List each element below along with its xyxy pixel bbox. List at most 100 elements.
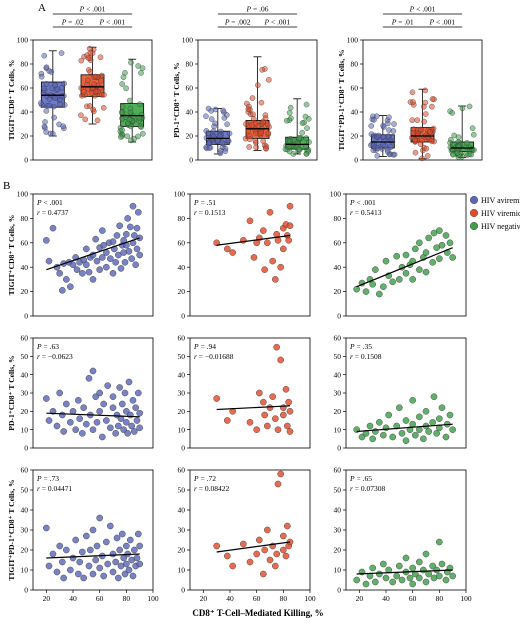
data-point bbox=[126, 97, 133, 104]
data-point bbox=[107, 255, 114, 262]
data-point bbox=[115, 422, 122, 430]
data-point bbox=[92, 556, 99, 564]
data-point bbox=[203, 128, 210, 134]
p-value-label: P < .001 bbox=[36, 198, 63, 207]
data-point bbox=[69, 554, 77, 562]
data-point bbox=[253, 144, 259, 151]
data-point bbox=[213, 542, 220, 550]
data-point bbox=[131, 232, 138, 239]
data-point bbox=[274, 426, 282, 433]
data-point bbox=[424, 134, 431, 140]
y-tick-label: 60 bbox=[186, 84, 194, 93]
data-point bbox=[118, 109, 125, 116]
significance-label: P < .001 bbox=[409, 5, 436, 14]
y-tick-label: 80 bbox=[21, 214, 29, 223]
data-point bbox=[61, 80, 67, 87]
data-point bbox=[117, 265, 125, 272]
data-point bbox=[421, 103, 427, 110]
boxplot-chart-1: 0 20 40 60 80 100 TIGIT⁺CD8⁺ T Cells, % P < .00… bbox=[7, 5, 153, 165]
data-point bbox=[89, 426, 97, 433]
data-point bbox=[402, 417, 410, 424]
y-tick-label: 80 bbox=[178, 214, 186, 223]
data-point bbox=[280, 546, 287, 554]
y-tick-label: 0 bbox=[337, 586, 341, 595]
y-tick-label: 10 bbox=[21, 566, 29, 575]
x-axis-label-b: CD8⁺ T-Cell–Mediated Killing, % bbox=[192, 608, 323, 618]
data-point bbox=[442, 433, 450, 441]
y-tick-label: 20 bbox=[351, 132, 359, 141]
data-point bbox=[393, 572, 400, 580]
data-point bbox=[353, 576, 360, 584]
data-point bbox=[45, 417, 53, 424]
data-point bbox=[109, 404, 117, 411]
data-point bbox=[438, 241, 446, 249]
data-point bbox=[262, 145, 269, 151]
data-point bbox=[389, 278, 396, 286]
data-point bbox=[79, 548, 86, 556]
data-point bbox=[85, 268, 93, 276]
significance-label: P = .02 bbox=[61, 18, 84, 27]
data-point bbox=[128, 255, 135, 262]
y-tick-label: 0 bbox=[181, 444, 185, 453]
data-point bbox=[119, 103, 126, 110]
data-point bbox=[49, 224, 57, 232]
p-value-label: P = .65 bbox=[349, 474, 372, 483]
data-point bbox=[136, 101, 143, 107]
data-point bbox=[51, 114, 57, 121]
data-point bbox=[43, 64, 50, 71]
data-point bbox=[412, 136, 418, 143]
y-tick-label: 60 bbox=[334, 334, 342, 343]
data-point bbox=[89, 367, 97, 375]
data-point bbox=[410, 99, 416, 105]
data-point bbox=[109, 269, 117, 277]
data-point bbox=[92, 73, 99, 80]
data-point bbox=[136, 542, 143, 550]
data-point bbox=[429, 103, 435, 110]
data-point bbox=[466, 103, 473, 110]
data-point bbox=[96, 389, 103, 397]
fit-line bbox=[216, 541, 291, 553]
data-point bbox=[282, 552, 290, 560]
data-point bbox=[396, 276, 403, 283]
y-tick-label: 10 bbox=[21, 425, 29, 434]
data-point bbox=[127, 105, 134, 112]
data-point bbox=[207, 144, 214, 151]
y-tick-label: 60 bbox=[21, 84, 29, 93]
r-value-label: r = 0.4737 bbox=[37, 208, 69, 217]
fit-line bbox=[46, 237, 140, 271]
data-point bbox=[286, 110, 293, 116]
data-point bbox=[393, 422, 400, 430]
data-point bbox=[266, 404, 274, 411]
data-point bbox=[414, 117, 420, 123]
data-point bbox=[109, 238, 117, 245]
data-point bbox=[380, 133, 387, 140]
data-point bbox=[272, 276, 279, 283]
data-point bbox=[280, 532, 287, 540]
box-negative bbox=[117, 58, 146, 144]
y-tick-label: 20 bbox=[334, 407, 342, 416]
data-point bbox=[80, 404, 87, 411]
data-point bbox=[99, 254, 106, 261]
data-point bbox=[412, 570, 419, 578]
data-point bbox=[423, 111, 429, 117]
data-point bbox=[380, 122, 386, 129]
data-point bbox=[252, 126, 259, 133]
data-point bbox=[425, 570, 432, 578]
y-tick-label: 20 bbox=[21, 546, 29, 555]
r-value-label: r = −0.0623 bbox=[37, 352, 73, 361]
data-point bbox=[75, 570, 82, 578]
y-tick-label: 20 bbox=[178, 546, 186, 555]
data-point bbox=[253, 550, 260, 558]
data-point bbox=[430, 229, 438, 237]
panel-label-a: A bbox=[38, 2, 46, 14]
data-point bbox=[67, 566, 74, 574]
data-point bbox=[78, 112, 84, 119]
data-point bbox=[253, 426, 260, 433]
data-point bbox=[402, 269, 410, 277]
data-point bbox=[273, 343, 280, 351]
data-point bbox=[90, 106, 96, 113]
data-point bbox=[205, 105, 212, 112]
data-point bbox=[116, 384, 123, 391]
data-point bbox=[211, 123, 217, 130]
data-point bbox=[97, 54, 104, 61]
